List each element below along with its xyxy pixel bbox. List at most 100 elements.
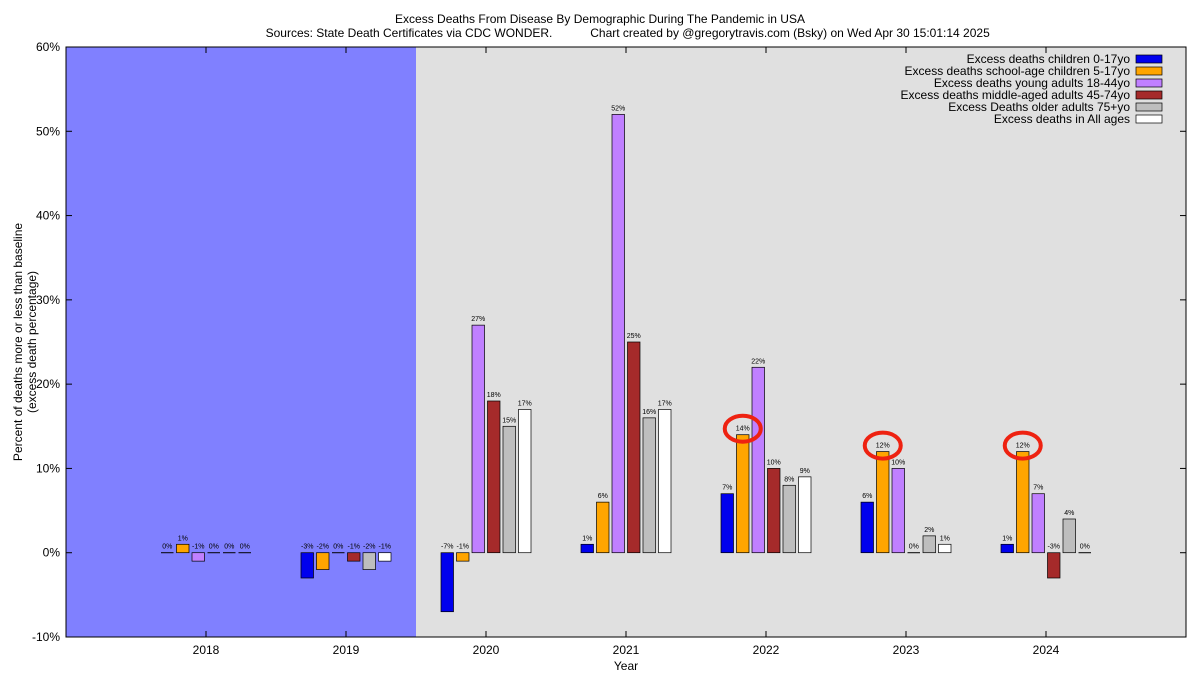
bar (938, 543, 952, 554)
bar (751, 366, 765, 554)
bar-value-label: 18% (487, 392, 501, 399)
bar (487, 400, 501, 554)
y-axis-title: Percent of deaths more or less than base… (11, 223, 25, 461)
bar-value-label: -3% (1048, 544, 1060, 551)
bar-value-label: 1% (582, 535, 592, 542)
bar-value-label: 7% (1033, 485, 1043, 492)
bar (1062, 518, 1076, 554)
bar (782, 484, 796, 554)
bar-value-label: 9% (800, 468, 810, 475)
legend-swatch (1135, 90, 1163, 100)
bar (347, 552, 361, 562)
bar (627, 341, 641, 554)
x-tick-label: 2020 (473, 643, 500, 657)
y-tick-label: 50% (36, 124, 60, 138)
x-tick-label: 2019 (333, 643, 360, 657)
bar-value-label: 8% (784, 476, 794, 483)
y-tick-label: 0% (43, 546, 61, 560)
bar (1000, 543, 1014, 554)
legend-swatch (1135, 102, 1163, 112)
bar-value-label: 0% (162, 544, 172, 551)
highlight-circle (722, 413, 763, 444)
legend-swatch (1135, 66, 1163, 76)
y-tick-label: -10% (32, 630, 60, 644)
bar-value-label: -2% (317, 544, 329, 551)
highlight-circle (862, 430, 903, 461)
legend-label: Excess deaths young adults 18-44yo (934, 76, 1130, 90)
bar-value-label: 1% (940, 535, 950, 542)
legend-label: Excess deaths school-age children 5-17yo (905, 64, 1131, 78)
bar-value-label: 12% (876, 443, 890, 450)
x-tick-label: 2023 (893, 643, 920, 657)
legend-label: Excess deaths children 0-17yo (967, 52, 1131, 66)
bar-value-label: 7% (722, 485, 732, 492)
bar-value-label: -1% (348, 544, 360, 551)
bar-value-label: 0% (240, 544, 250, 551)
bar (1047, 552, 1061, 579)
bar (642, 417, 656, 554)
legend-label: Excess Deaths older adults 75+yo (948, 100, 1130, 114)
y-axis-subtitle: (excess death percentage) (25, 271, 39, 413)
bar-value-label: 0% (1080, 544, 1090, 551)
bar (471, 324, 485, 554)
bar-value-label: 6% (598, 493, 608, 500)
bar-value-label: -7% (441, 544, 453, 551)
bar (860, 501, 874, 554)
bar-value-label: 0% (909, 544, 919, 551)
bar (300, 552, 314, 579)
bar-value-label: 15% (502, 417, 516, 424)
bar (502, 425, 516, 554)
x-axis-title: Year (614, 659, 638, 673)
bar-value-label: 17% (658, 400, 672, 407)
bar (362, 552, 376, 570)
bar (440, 552, 454, 613)
bar-value-label: 10% (767, 459, 781, 466)
legend-swatch (1135, 78, 1163, 88)
y-tick-label: 10% (36, 461, 60, 475)
bar (191, 552, 205, 562)
bar (316, 552, 330, 570)
bar-value-label: 25% (627, 333, 641, 340)
bar-value-label: 12% (1016, 443, 1030, 450)
chart-title: Excess Deaths From Disease By Demographi… (395, 12, 805, 26)
bar (736, 434, 750, 554)
bar-value-label: 0% (224, 544, 234, 551)
bar-value-label: 52% (611, 105, 625, 112)
bar-value-label: -3% (301, 544, 313, 551)
bar (611, 114, 625, 554)
bar-value-label: 1% (1002, 535, 1012, 542)
x-tick-label: 2024 (1033, 643, 1060, 657)
bar-value-label: 6% (862, 493, 872, 500)
bar-value-label: 16% (642, 409, 656, 416)
bar (456, 552, 470, 562)
bar (580, 543, 594, 554)
legend-swatch (1135, 114, 1163, 124)
bar (876, 451, 890, 554)
bar-value-label: -1% (457, 544, 469, 551)
bar-value-label: 14% (736, 426, 750, 433)
bar (518, 409, 532, 554)
plot-area: -10% 0% 10% 20% 30% 40% 50% 60% 2018 2019 2020 2021… (11, 40, 1187, 673)
bar-value-label: 10% (891, 459, 905, 466)
highlight-circle (1002, 430, 1043, 461)
bar-value-label: -1% (192, 544, 204, 551)
bar (798, 476, 812, 554)
bar-value-label: 4% (1064, 510, 1074, 517)
shaded-region (66, 47, 416, 637)
bar (658, 409, 672, 554)
bar-value-label: 27% (471, 316, 485, 323)
bar-value-label: 1% (178, 535, 188, 542)
bar-value-label: 2% (924, 527, 934, 534)
legend-label: Excess deaths in All ages (994, 112, 1130, 126)
bar (922, 535, 936, 554)
bar (891, 468, 905, 554)
bar-value-label: 17% (518, 400, 532, 407)
bar (596, 501, 610, 554)
bar (176, 543, 190, 554)
bar (767, 468, 781, 554)
chart-subtitle-sources: Sources: State Death Certificates via CD… (266, 26, 553, 40)
bar-value-label: -1% (379, 544, 391, 551)
